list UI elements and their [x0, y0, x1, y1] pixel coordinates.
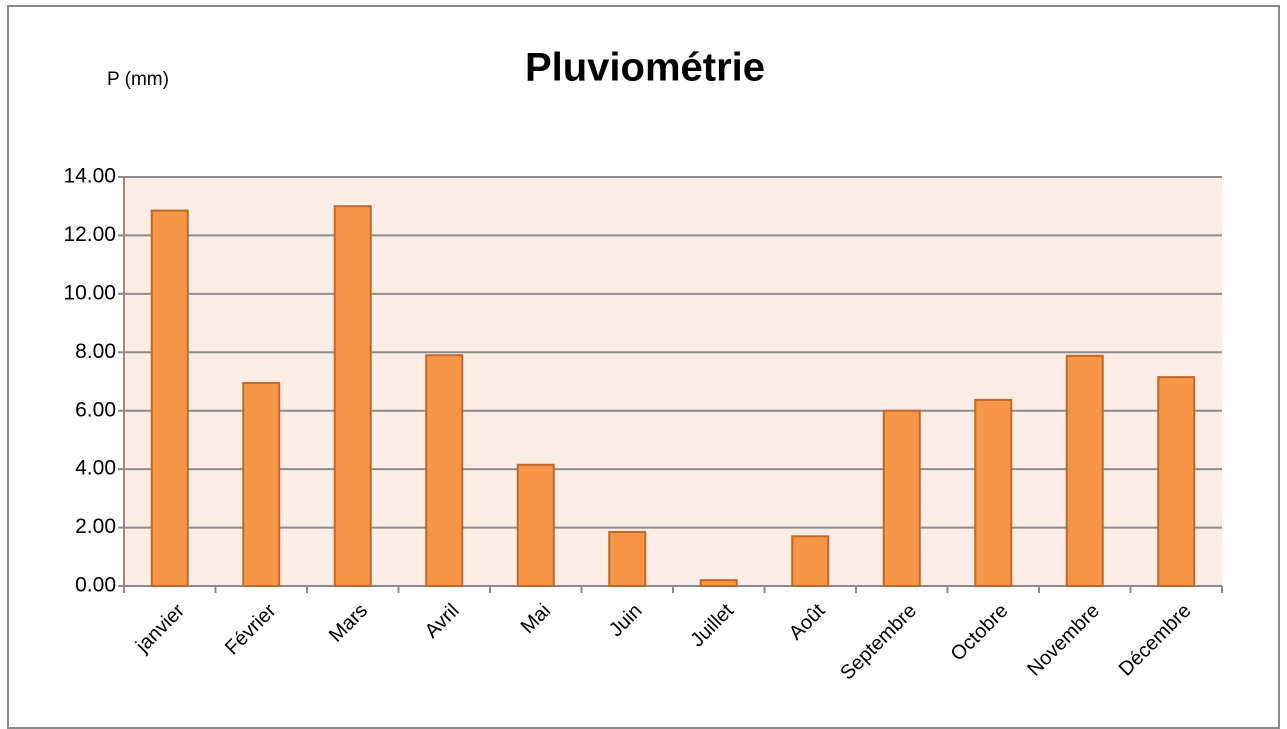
y-tick-label: 2.00 [75, 515, 116, 538]
bar [1157, 376, 1196, 587]
bar [974, 398, 1013, 587]
bar [516, 463, 555, 587]
bar [242, 381, 281, 588]
y-tick-label: 6.00 [75, 398, 116, 421]
bar [150, 209, 189, 587]
bar [699, 579, 738, 588]
bar [882, 409, 921, 588]
y-tick-label: 14.00 [63, 165, 116, 188]
y-tick-label: 4.00 [75, 457, 116, 480]
bar [1065, 354, 1104, 588]
plot-area [124, 177, 1222, 586]
y-axis-label: P (mm) [107, 69, 169, 90]
bar [791, 535, 830, 587]
bar [333, 205, 372, 587]
y-tick-label: 8.00 [75, 340, 116, 363]
chart-title: Pluviométrie [525, 46, 765, 90]
bar [608, 530, 647, 587]
y-tick-label: 12.00 [63, 223, 116, 246]
y-tick-label: 0.00 [75, 574, 116, 597]
bar [425, 354, 464, 588]
y-tick-label: 10.00 [63, 281, 116, 304]
